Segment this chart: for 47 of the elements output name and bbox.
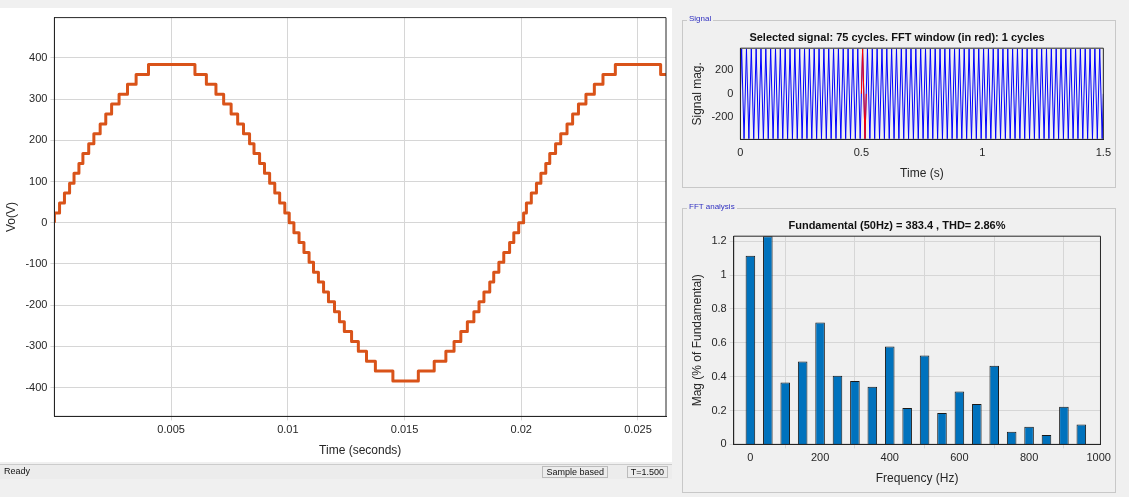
x-tick-label: 0.5 xyxy=(853,146,870,159)
text: Ready xyxy=(4,466,31,476)
x-tick-label: 1000 xyxy=(1086,451,1111,464)
y-tick-label: 1 xyxy=(720,268,727,281)
y-axis-title: Vo(V) xyxy=(3,201,18,233)
y-tick-label: -200 xyxy=(711,110,734,123)
y-axis-title: Mag (% of Fundamental) xyxy=(689,274,704,407)
y-tick-label: 200 xyxy=(715,63,734,76)
y-tick-label: 0 xyxy=(727,86,734,99)
x-tick-label: 0.01 xyxy=(277,423,299,436)
x-tick-label: 400 xyxy=(880,451,899,464)
text: FFT analysis xyxy=(687,202,737,211)
y-tick-label: 0.2 xyxy=(711,403,727,416)
text: Sample based xyxy=(542,466,608,478)
x-tick-label: 0 xyxy=(747,451,754,464)
x-tick-label: 0.015 xyxy=(390,423,419,436)
x-axis-title: Time (seconds) xyxy=(319,443,402,458)
y-tick-label: -300 xyxy=(25,339,48,352)
y-tick-label: 0.6 xyxy=(711,335,727,348)
x-tick-label: 200 xyxy=(810,451,830,464)
y-tick-label: -200 xyxy=(25,298,48,311)
y-tick-label: 0.8 xyxy=(711,302,727,315)
y-tick-label: 0 xyxy=(41,215,48,228)
y-tick-label: 0 xyxy=(720,437,727,450)
y-tick-label: -400 xyxy=(25,380,48,393)
text: T=1.500 xyxy=(626,466,668,478)
chart-title: Selected signal: 75 cycles. FFT window (in red): 1 cycles xyxy=(749,30,1045,43)
x-tick-label: 0.02 xyxy=(510,423,532,436)
y-tick-label: 300 xyxy=(29,92,48,105)
y-tick-label: 0.4 xyxy=(711,369,727,382)
x-tick-label: 800 xyxy=(1019,451,1039,464)
x-tick-label: 1 xyxy=(979,146,986,159)
chart-title: Fundamental (50Hz) = 383.4 , THD= 2.86% xyxy=(788,218,1006,231)
x-tick-label: 0.025 xyxy=(624,423,652,436)
y-tick-label: 400 xyxy=(29,51,48,64)
y-tick-label: -100 xyxy=(25,257,48,269)
x-axis-title: Time (s) xyxy=(900,166,944,181)
x-tick-label: 0.005 xyxy=(157,423,185,436)
text: Signal xyxy=(687,14,714,23)
y-tick-label: 1.2 xyxy=(711,234,727,247)
y-tick-label: 200 xyxy=(29,133,48,146)
y-axis-title: Signal mag. xyxy=(689,62,704,126)
x-axis-title: Frequency (Hz) xyxy=(875,471,959,486)
x-tick-label: 600 xyxy=(950,451,969,464)
x-tick-label: 0 xyxy=(737,146,744,159)
x-tick-label: 1.5 xyxy=(1095,146,1111,159)
y-tick-label: 100 xyxy=(29,174,48,187)
